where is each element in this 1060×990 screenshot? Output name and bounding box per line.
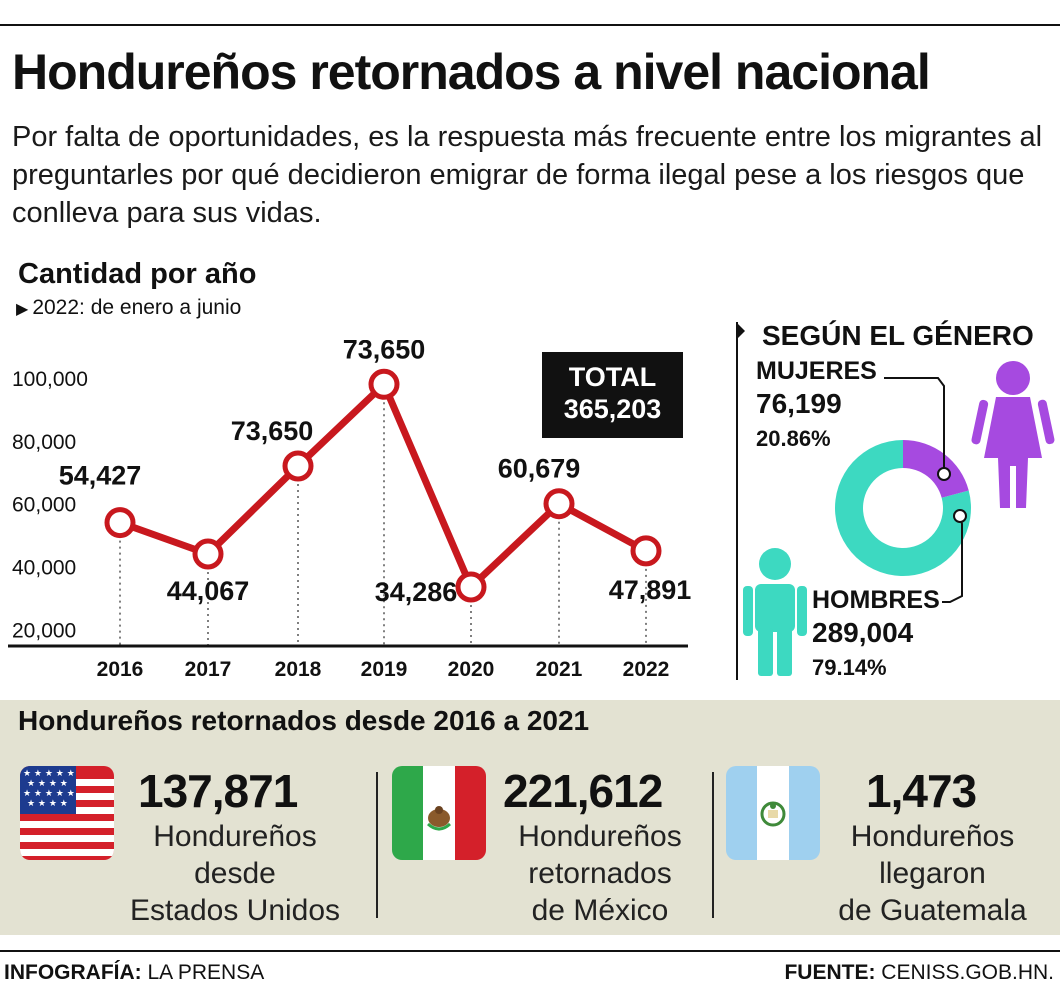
data-label: 73,650 [343,340,426,364]
usa-caption-line2: desde [194,857,276,890]
data-label: 73,650 [231,416,314,446]
women-count: 76,199 [756,388,842,419]
y-tick-label: 100,000 [12,368,88,391]
guatemala-flag-icon [726,766,820,860]
footer-source-label: FUENTE: [784,961,876,984]
footer-credit: INFOGRAFÍA: LA PRENSA [4,961,264,985]
band-divider-1 [376,772,378,918]
women-leader-line [884,377,945,474]
x-tick-label: 2021 [536,658,583,681]
gender-donut-chart [743,361,1055,676]
x-tick-label: 2017 [185,658,232,681]
footer-rule [0,950,1060,952]
footer-credit-label: INFOGRAFÍA: [4,961,142,984]
chart-title: Cantidad por año [18,258,257,290]
data-label: 47,891 [609,575,692,605]
usa-flag-icon: ★ ★ ★ ★ ★ ★ ★ ★ ★ ★ ★ ★ ★ ★ ★ ★ ★ ★ [20,766,114,860]
x-tick-label: 2016 [97,658,144,681]
total-value: 365,203 [563,394,662,424]
guatemala-caption-line3: de Guatemala [838,894,1027,927]
top-rule [0,24,1060,26]
gender-title: SEGÚN EL GÉNERO [762,320,1034,351]
band-divider-2 [712,772,714,918]
donut-slice-women [903,440,969,498]
mexico-caption-line2: retornados [528,857,672,890]
guatemala-caption-line2: llegaron [879,857,986,890]
data-label: 60,679 [498,454,581,484]
woman-figure-icon [971,361,1055,508]
women-pct: 20.86% [756,426,831,451]
y-tick-label: 40,000 [12,557,76,580]
summary-title: Hondureños retornados desde 2016 a 2021 [18,705,590,736]
data-point [104,507,136,539]
data-label: 54,427 [59,461,142,491]
line-chart: 100,000 80,000 60,000 40,000 20,000 2016 2017 2… [8,340,692,681]
guatemala-caption-line1: Hondureños [850,820,1015,853]
mexico-number: 221,612 [503,765,663,817]
men-label: HOMBRES [812,586,940,614]
svg-text:★ ★ ★ ★: ★ ★ ★ ★ [27,779,68,789]
svg-text:★ ★ ★ ★ ★: ★ ★ ★ ★ ★ [23,789,75,799]
usa-number: 137,871 [138,765,298,817]
x-tick-label: 2019 [361,658,408,681]
men-pct: 79.14% [812,655,887,680]
y-tick-label: 60,000 [12,494,76,517]
page-title: Hondureños retornados a nivel nacional [12,44,931,100]
data-point [282,450,314,482]
total-box: TOTAL 365,203 [542,352,683,438]
svg-text:★ ★ ★ ★ ★: ★ ★ ★ ★ ★ [23,769,75,779]
man-figure-icon [743,548,807,676]
women-label: MUJERES [756,357,877,385]
guatemala-caption: Hondureños llegaron de Guatemala [810,818,1055,929]
footer-credit-value: LA PRENSA [147,961,265,984]
summary-band [0,700,1060,935]
x-tick-label: 2020 [448,658,495,681]
mexico-caption: Hondureños retornados de México [480,818,720,929]
men-count: 289,004 [812,617,914,648]
svg-text:★ ★ ★ ★: ★ ★ ★ ★ [27,799,68,809]
data-label: 44,067 [167,576,250,606]
total-label: TOTAL [568,362,657,392]
y-tick-label: 20,000 [12,619,76,642]
footer-source-value: CENISS.GOB.HN. [881,961,1054,984]
donut-slice-men [834,440,971,576]
chart-note-text: 2022: de enero a junio [32,296,242,319]
gender-divider-arrow [738,324,745,338]
mexico-caption-line3: de México [531,894,669,927]
data-point [368,368,400,400]
mexico-caption-line1: Hondureños [518,820,682,853]
usa-caption-line1: Hondureños [153,820,317,853]
data-point [630,535,662,567]
data-point [543,488,575,520]
mexico-flag-icon [392,766,486,860]
footer-source: FUENTE: CENISS.GOB.HN. [784,961,1054,985]
gender-divider [736,322,738,680]
data-point [192,538,224,570]
women-leader-dot [937,467,951,481]
y-tick-label: 80,000 [12,431,76,454]
x-tick-label: 2018 [275,658,322,681]
guatemala-number: 1,473 [866,765,977,817]
men-leader-dot [953,509,967,523]
data-label: 34,286 [375,577,458,607]
data-point [455,571,487,603]
play-triangle-icon: ▶ [16,301,29,318]
page-subtitle: Por falta de oportunidades, es la respue… [12,121,1043,229]
usa-caption-line3: Estados Unidos [129,894,341,927]
chart-note: ▶ 2022: de enero a junio [16,296,241,320]
usa-caption: Hondureños desde Estados Unidos [110,818,360,929]
x-tick-label: 2022 [623,658,670,681]
